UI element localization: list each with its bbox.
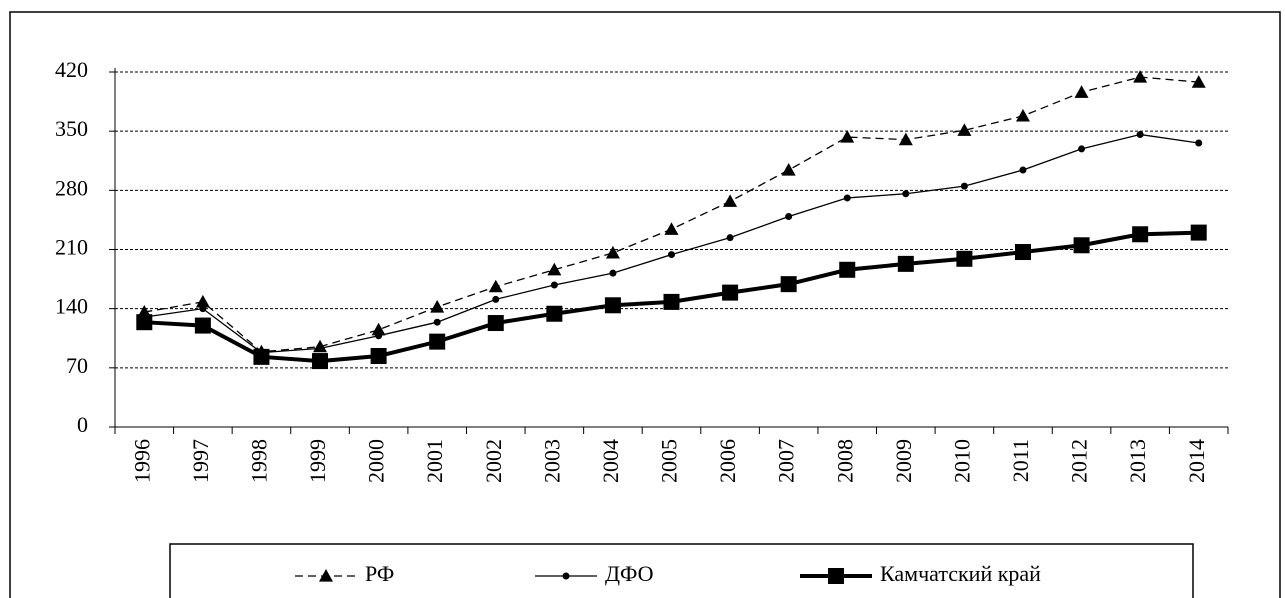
marker [605,245,620,259]
marker [1191,75,1206,88]
marker [843,194,851,202]
x-tick-label: 2002 [481,439,506,483]
marker [839,261,856,278]
marker [960,182,968,190]
marker [430,299,445,313]
marker [1136,131,1144,139]
marker [1133,70,1148,83]
marker [957,123,972,136]
marker [1078,145,1086,153]
x-tick-label: 2003 [539,439,564,483]
x-tick-label: 2001 [422,439,447,483]
x-tick-label: 1997 [188,439,213,483]
x-tick-label: 2008 [832,439,857,483]
marker [195,294,210,308]
marker [898,132,913,146]
marker [668,251,675,259]
y-tick-label: 210 [55,235,88,260]
marker [1014,244,1031,261]
x-tick-label: 2013 [1125,439,1150,483]
y-tick-label: 280 [55,175,88,200]
marker [1074,85,1089,98]
marker [663,293,680,310]
marker [488,279,503,293]
marker [604,297,621,314]
marker [1195,139,1203,147]
marker [370,348,387,364]
marker [609,269,617,277]
x-tick-label: 2011 [1008,439,1033,482]
marker [956,250,973,267]
marker [897,255,914,272]
legend-box [169,543,1194,598]
frame [9,11,1281,598]
marker [487,315,504,332]
legend-label: Камчатский край [880,561,1041,586]
marker [546,305,563,322]
marker [781,163,796,176]
x-tick-label: 2006 [715,439,740,483]
marker [194,317,211,334]
x-tick-label: 2014 [1184,439,1209,483]
x-tick-label: 1999 [305,439,330,483]
y-tick-label: 70 [66,353,88,378]
x-tick-label: 2009 [891,439,916,483]
marker [1019,166,1027,174]
y-tick-label: 350 [55,116,88,141]
marker [136,314,153,331]
marker [429,333,446,350]
series-line [144,76,1199,353]
x-tick-label: 1998 [246,439,271,483]
marker [316,344,324,352]
marker [722,284,739,301]
marker [199,305,207,313]
series-line [144,133,1199,354]
marker [1015,108,1030,122]
marker [828,568,844,584]
marker [562,572,570,580]
legend-label: ДФО [605,561,654,586]
marker [371,322,386,336]
marker [726,234,734,242]
marker [375,332,383,340]
y-tick-label: 0 [77,412,88,437]
y-tick-label: 420 [55,57,88,82]
marker [312,353,329,370]
x-tick-label: 2010 [949,439,974,483]
marker [902,190,910,198]
marker [1190,224,1207,241]
marker [723,194,738,207]
marker [547,262,562,276]
x-tick-label: 2005 [657,439,682,483]
marker [433,318,441,326]
marker [253,348,270,365]
marker [1073,237,1090,254]
marker [550,281,558,289]
marker [840,130,855,143]
marker [492,295,500,303]
x-tick-label: 2012 [1067,439,1092,483]
legend-label: РФ [365,561,394,586]
marker [785,213,793,221]
marker [319,569,333,582]
x-tick-label: 1996 [129,439,154,483]
y-tick-label: 140 [55,294,88,319]
x-tick-label: 2007 [774,439,799,483]
marker [664,222,679,235]
x-tick-label: 2004 [598,439,623,483]
marker [780,276,797,293]
marker [1132,226,1149,243]
x-tick-label: 2000 [364,439,389,483]
